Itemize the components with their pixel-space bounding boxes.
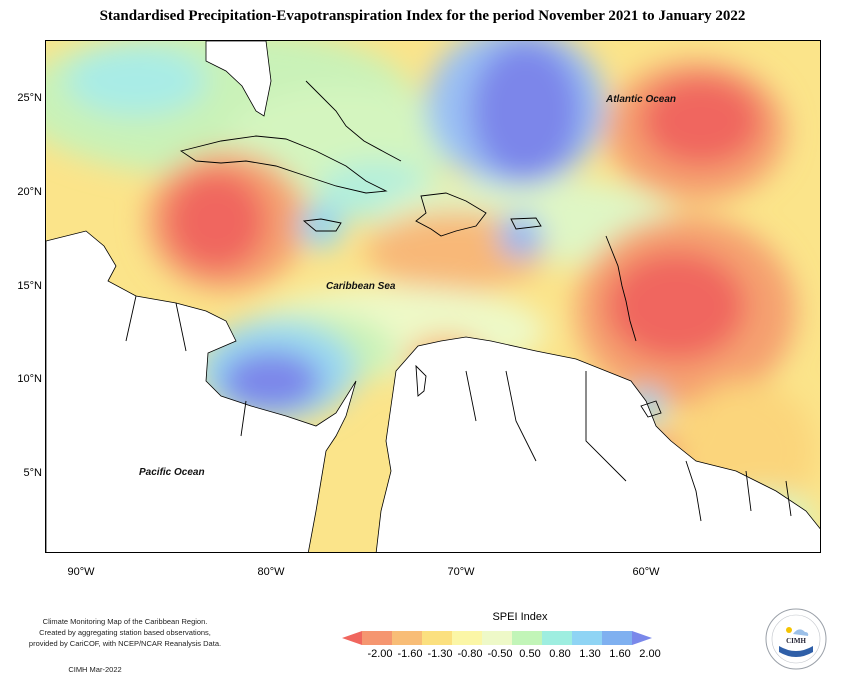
spei-map-canvas [46, 41, 820, 552]
lon-tick-80: 80°W [257, 566, 285, 578]
legend-colorbar [342, 631, 652, 645]
south-america-land [375, 336, 820, 552]
pacific-ocean-label: Pacific Ocean [139, 467, 205, 478]
lon-tick-60: 60°W [632, 566, 660, 578]
credit-line-2: Created by aggregating station based obs… [39, 628, 211, 637]
legend-title: SPEI Index [492, 611, 548, 623]
legend-swatch [542, 631, 573, 645]
logo-text: CIMH [786, 637, 806, 645]
maracaibo-outline [415, 364, 427, 397]
sun-icon [786, 627, 792, 633]
legend-label: 0.80 [549, 648, 571, 660]
credit-line-3: provided by CariCOF, with NCEP/NCAR Rean… [28, 639, 222, 648]
map-title: Standardised Precipitation-Evapotranspir… [99, 8, 746, 24]
lesser-antilles-outline [605, 235, 637, 342]
legend-label: -1.60 [397, 648, 423, 660]
lat-tick-5: 5°N [23, 467, 42, 479]
puerto-rico-outline [510, 217, 542, 230]
lat-tick-15: 15°N [17, 280, 42, 292]
caribbean-sea-label: Caribbean Sea [326, 281, 396, 292]
legend-arrow-high [632, 631, 652, 645]
legend-swatch [482, 631, 513, 645]
legend-swatch [572, 631, 603, 645]
venezuela-borders [465, 370, 627, 482]
legend-swatch [602, 631, 633, 645]
legend-arrow-low [342, 631, 362, 645]
island-outlines [125, 80, 792, 522]
central-america-borders [125, 295, 247, 437]
legend-label: -2.00 [367, 648, 393, 660]
legend-label: 1.60 [609, 648, 631, 660]
land-masses [46, 41, 820, 552]
credit-stamp: CIMH Mar-2022 [68, 665, 122, 674]
cimh-logo: CIMH [765, 608, 827, 670]
legend-swatch [422, 631, 453, 645]
lon-tick-70: 70°W [447, 566, 475, 578]
legend-label: -1.30 [427, 648, 453, 660]
lat-tick-25: 25°N [17, 92, 42, 104]
legend-swatch [362, 631, 393, 645]
bahamas-outline [305, 80, 402, 162]
atlantic-ocean-label: Atlantic Ocean [606, 94, 677, 105]
spei-map [45, 40, 821, 553]
lat-tick-20: 20°N [17, 186, 42, 198]
legend-label: 1.30 [579, 648, 601, 660]
legend-swatch [512, 631, 543, 645]
cuba-outline [179, 135, 388, 194]
florida-land [205, 41, 272, 117]
credit-line-1: Climate Monitoring Map of the Caribbean … [42, 617, 208, 626]
legend-label: -0.80 [457, 648, 483, 660]
hispaniola-outline [415, 192, 487, 237]
legend-swatch [392, 631, 423, 645]
guianas-borders [685, 460, 792, 522]
legend-swatch [452, 631, 483, 645]
legend-label: 2.00 [639, 648, 661, 660]
legend-label: -0.50 [487, 648, 513, 660]
central-america-land [46, 230, 357, 552]
cloud-icon [793, 629, 809, 636]
wave-icon [779, 646, 813, 657]
jamaica-outline [302, 218, 342, 232]
lat-tick-10: 10°N [17, 373, 42, 385]
lon-tick-90: 90°W [67, 566, 95, 578]
trinidad-outline [640, 400, 662, 418]
legend-label: 0.50 [519, 648, 541, 660]
